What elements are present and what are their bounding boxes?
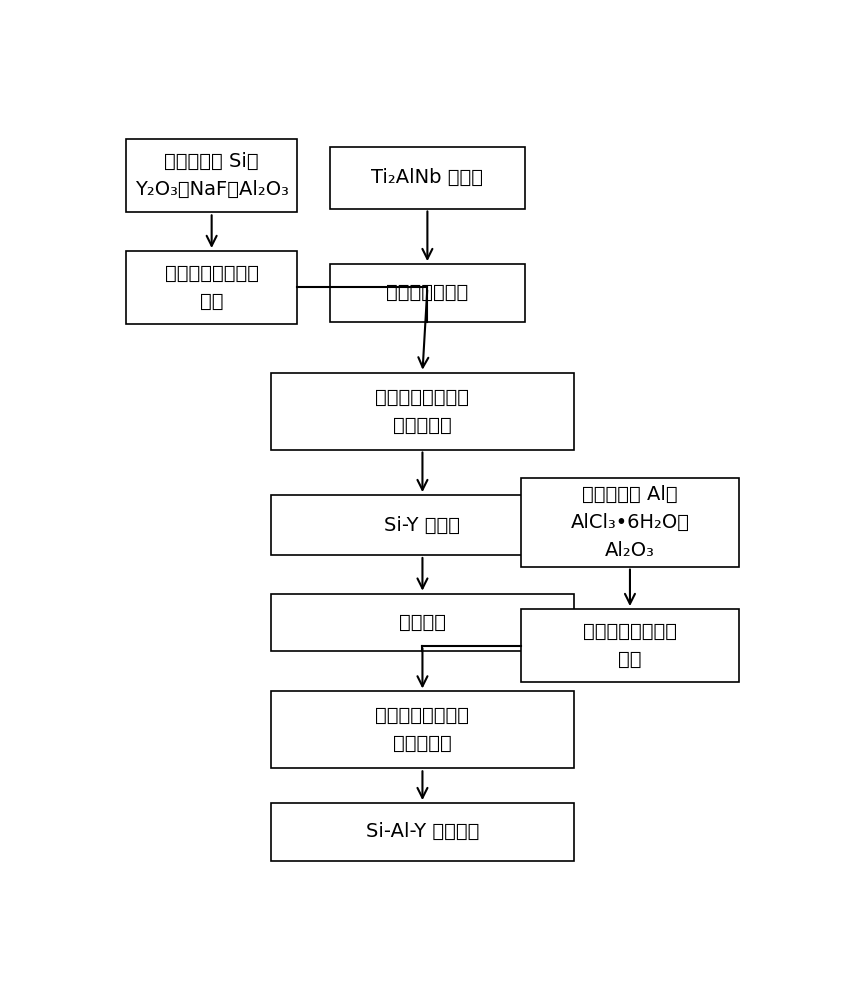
Text: 混合均匀、细化、
烘干: 混合均匀、细化、 烘干 bbox=[583, 622, 677, 669]
FancyBboxPatch shape bbox=[271, 691, 574, 768]
FancyBboxPatch shape bbox=[330, 264, 524, 322]
FancyBboxPatch shape bbox=[271, 594, 574, 651]
Text: 装样、置于炉中包
埋渗、取样: 装样、置于炉中包 埋渗、取样 bbox=[376, 706, 469, 753]
FancyBboxPatch shape bbox=[330, 147, 524, 209]
Text: 超声清洗: 超声清洗 bbox=[399, 613, 446, 632]
FancyBboxPatch shape bbox=[271, 373, 574, 450]
FancyBboxPatch shape bbox=[521, 609, 739, 682]
FancyBboxPatch shape bbox=[126, 251, 298, 324]
Text: Si-Y 共渗层: Si-Y 共渗层 bbox=[384, 516, 461, 535]
Text: 一定比例的 Al、
AlCl₃•6H₂O、
Al₂O₃: 一定比例的 Al、 AlCl₃•6H₂O、 Al₂O₃ bbox=[570, 485, 689, 560]
Text: 打磨、超声清洗: 打磨、超声清洗 bbox=[386, 283, 468, 302]
FancyBboxPatch shape bbox=[521, 478, 739, 567]
FancyBboxPatch shape bbox=[271, 803, 574, 861]
Text: 一定比例的 Si、
Y₂O₃、NaF、Al₂O₃: 一定比例的 Si、 Y₂O₃、NaF、Al₂O₃ bbox=[134, 152, 289, 199]
Text: 混合均匀、细化、
烘干: 混合均匀、细化、 烘干 bbox=[165, 264, 258, 311]
FancyBboxPatch shape bbox=[126, 139, 298, 212]
FancyBboxPatch shape bbox=[271, 495, 574, 555]
Text: 装样、置于炉中包
埋渗、取样: 装样、置于炉中包 埋渗、取样 bbox=[376, 388, 469, 435]
Text: Si-Al-Y 复合渗层: Si-Al-Y 复合渗层 bbox=[366, 822, 479, 841]
Text: Ti₂AlNb 基合金: Ti₂AlNb 基合金 bbox=[371, 168, 484, 187]
